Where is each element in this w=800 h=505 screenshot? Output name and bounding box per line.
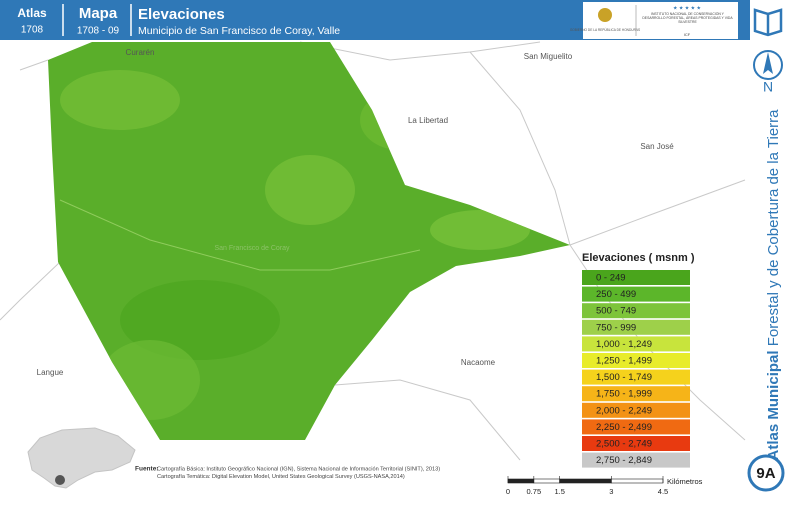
- legend: 0 - 249 250 - 499 500 - 749 750 - 999 1,000 …: [582, 270, 690, 468]
- coat-of-arms: [598, 8, 612, 22]
- north-arrow: [763, 52, 773, 74]
- subtitle: Municipio de San Francisco de Coray, Val…: [138, 25, 340, 37]
- legend-swatch: [582, 386, 690, 402]
- book-icon: [753, 8, 783, 37]
- north-circle: [753, 50, 783, 80]
- legend-label: 750 - 999: [596, 322, 636, 333]
- legend-swatch: [582, 436, 690, 451]
- source: Cartografía Básica: Instituto Geográfico…: [157, 466, 440, 480]
- scale-tick-label: 0.75: [527, 487, 542, 496]
- legend-swatch: [582, 353, 690, 368]
- scale-tick-label: 3: [609, 487, 613, 496]
- place-label: Curarén: [126, 48, 155, 57]
- legend-swatch: [582, 270, 690, 285]
- legend-swatch: [582, 319, 690, 335]
- page-number: 9A: [756, 465, 775, 482]
- place-label: San Miguelito: [524, 52, 573, 61]
- place-label: Nacaome: [461, 358, 496, 367]
- legend-swatch: [582, 452, 690, 468]
- legend-swatch: [582, 303, 690, 319]
- series-bold: Atlas Municipal: [765, 350, 782, 460]
- series-title: Atlas Municipal Forestal y de Cobertura …: [765, 109, 782, 461]
- place-label: Langue: [37, 368, 64, 377]
- legend-label: 2,250 - 2,499: [596, 422, 652, 433]
- logo-right: INSTITUTO NACIONAL DE CONSERVACIÓN Y DES…: [642, 12, 733, 24]
- scale-unit: Kilómetros: [667, 477, 703, 486]
- map-label: Mapa: [79, 5, 118, 22]
- legend-label: 1,750 - 1,999: [596, 389, 652, 400]
- legend-title: Elevaciones ( msnm ): [582, 252, 695, 264]
- scale-tick-label: 0: [506, 487, 510, 496]
- legend-label: 250 - 499: [596, 289, 636, 300]
- scale-tick-label: 4.5: [658, 487, 668, 496]
- municipality-label: San Francisco de Coray: [214, 245, 290, 252]
- page-badge: [747, 454, 785, 492]
- legend-label: 0 - 249: [596, 273, 626, 284]
- legend-swatch: [582, 402, 690, 418]
- source-label: Fuente:: [135, 466, 158, 473]
- series-rest: Forestal y de Cobertura de la Tierra: [765, 109, 782, 346]
- legend-label: 500 - 749: [596, 306, 636, 317]
- logo-stars: ★ ★ ★ ★ ★: [673, 5, 701, 11]
- source-line: Cartografía Básica: Instituto Geográfico…: [157, 466, 440, 472]
- logo-acronym: ICF: [684, 32, 691, 37]
- place-label: San José: [640, 142, 674, 151]
- atlas-code: 1708: [21, 25, 44, 36]
- place-label: La Libertad: [408, 116, 448, 125]
- legend-label: 1,000 - 1,249: [596, 339, 652, 350]
- atlas-label: Atlas: [17, 6, 47, 20]
- legend-label: 2,750 - 2,849: [596, 455, 652, 466]
- map-code: 1708 - 09: [77, 26, 120, 37]
- legend-label: 2,000 - 2,249: [596, 405, 652, 416]
- inset-map: [27, 427, 136, 489]
- legend-swatch: [582, 286, 690, 302]
- legend-label: 1,500 - 1,749: [596, 372, 652, 383]
- legend-label: 2,500 - 2,749: [596, 439, 652, 450]
- scale-segment: [507, 478, 535, 484]
- title: Elevaciones: [138, 6, 225, 23]
- scale-segment: [559, 478, 612, 484]
- logo-right-box: INSTITUTO NACIONAL DE CONSERVACIÓN Y DES…: [642, 12, 733, 24]
- scale-tick-label: 1.5: [554, 487, 564, 496]
- source-line: Cartografía Temática: Digital Elevation …: [157, 474, 405, 480]
- legend-swatch: [582, 419, 690, 435]
- place-labels: Curarén San Miguelito La Libertad San José L…: [37, 48, 675, 377]
- scale-segment: [533, 478, 560, 484]
- logo-left: GOBIERNO DE LA REPÚBLICA DE HONDURAS: [570, 27, 640, 32]
- municipality: [48, 42, 570, 440]
- legend-swatch: [582, 369, 690, 385]
- legend-label: 1,250 - 1,499: [596, 356, 652, 367]
- north-label: N: [763, 79, 773, 95]
- legend-swatch: [582, 336, 690, 352]
- scale-segment: [611, 478, 664, 484]
